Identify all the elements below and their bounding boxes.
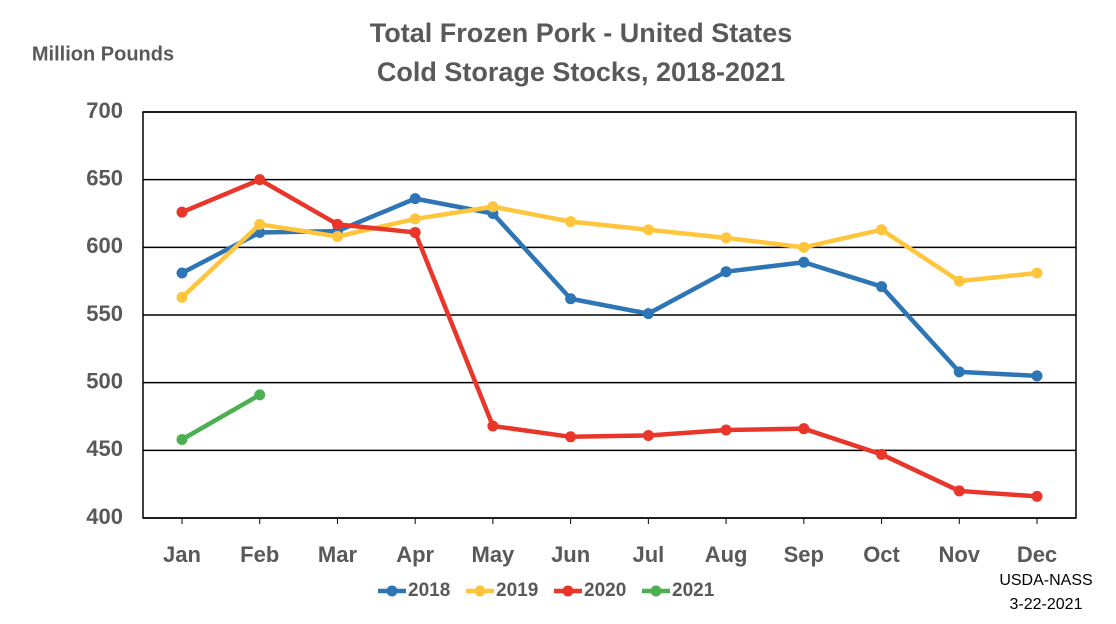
- data-point: [953, 275, 965, 287]
- x-tick-label: Nov: [938, 542, 980, 567]
- legend-marker: [562, 585, 574, 597]
- x-tick-label: Sep: [784, 542, 824, 567]
- x-tick-label: Apr: [396, 542, 434, 567]
- data-point: [720, 266, 732, 278]
- x-tick-label: Jan: [163, 542, 201, 567]
- series-line: [180, 196, 1038, 379]
- data-point: [409, 213, 421, 225]
- data-point: [176, 291, 188, 303]
- data-point: [409, 193, 421, 205]
- legend-marker: [650, 585, 662, 597]
- data-point: [798, 241, 810, 253]
- data-point: [254, 389, 266, 401]
- y-tick-label: 650: [86, 165, 123, 190]
- data-point: [876, 281, 888, 293]
- data-point: [720, 232, 732, 244]
- legend-label: 2018: [408, 580, 450, 601]
- y-tick-label: 550: [86, 301, 123, 326]
- x-tick-label: Aug: [705, 542, 748, 567]
- x-tick-label: Jul: [632, 542, 664, 567]
- legend-label: 2020: [584, 580, 626, 601]
- data-point: [487, 201, 499, 213]
- legend-label: 2021: [672, 580, 715, 601]
- chart-subtitle: Cold Storage Stocks, 2018-2021: [377, 57, 785, 87]
- data-point: [642, 224, 654, 236]
- data-point: [487, 420, 499, 432]
- data-point: [642, 429, 654, 441]
- data-point: [876, 448, 888, 460]
- legend-marker: [474, 585, 486, 597]
- legend-marker: [386, 585, 398, 597]
- series-line: [180, 392, 261, 442]
- legend-label: 2019: [496, 580, 538, 601]
- y-tick-label: 400: [86, 504, 123, 529]
- data-point: [254, 174, 266, 186]
- date-note: 3-22-2021: [1010, 596, 1083, 613]
- data-point: [1031, 490, 1043, 502]
- data-point: [565, 216, 577, 228]
- y-axis-label: Million Pounds: [32, 43, 174, 65]
- data-point: [720, 424, 732, 436]
- data-point: [798, 423, 810, 435]
- data-point: [642, 308, 654, 320]
- data-point: [565, 431, 577, 443]
- x-tick-label: Mar: [318, 542, 358, 567]
- data-point: [565, 293, 577, 305]
- data-point: [1031, 267, 1043, 279]
- x-tick-label: Dec: [1017, 542, 1057, 567]
- data-point: [1031, 370, 1043, 382]
- data-point: [254, 218, 266, 230]
- data-point: [798, 256, 810, 268]
- data-point: [953, 366, 965, 378]
- y-tick-label: 450: [86, 436, 123, 461]
- data-point: [176, 206, 188, 218]
- x-tick-label: Feb: [240, 542, 279, 567]
- x-tick-label: Oct: [863, 542, 900, 567]
- y-tick-label: 700: [86, 98, 123, 123]
- data-point: [176, 267, 188, 279]
- data-point: [331, 231, 343, 243]
- y-tick-label: 500: [86, 368, 123, 393]
- series-line: [180, 204, 1038, 300]
- chart-title: Total Frozen Pork - United States: [370, 18, 793, 48]
- y-tick-label: 600: [86, 233, 123, 258]
- data-point: [176, 434, 188, 446]
- data-point: [331, 218, 343, 230]
- x-tick-label: May: [472, 542, 516, 567]
- data-point: [876, 224, 888, 236]
- series-line: [181, 177, 1038, 499]
- data-point: [953, 485, 965, 497]
- data-point: [409, 226, 421, 238]
- x-tick-label: Jun: [551, 542, 590, 567]
- source-note: USDA-NASS: [999, 572, 1092, 589]
